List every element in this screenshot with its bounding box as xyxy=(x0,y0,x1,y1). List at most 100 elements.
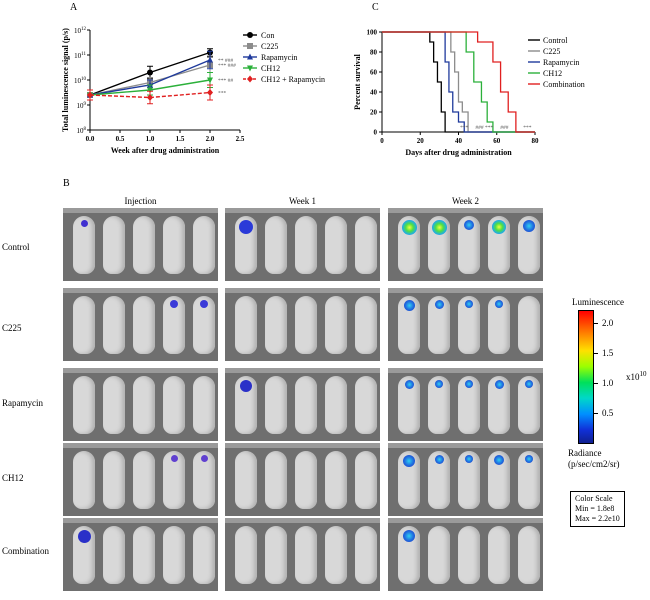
mouse-figure xyxy=(458,216,480,274)
luminescence-signal-spot xyxy=(523,220,535,232)
mouse-figure xyxy=(398,296,420,354)
mouse-figure xyxy=(295,451,317,509)
mouse-figure xyxy=(103,451,125,509)
survival-curve-1 xyxy=(382,31,535,133)
mouse-image-panel xyxy=(388,368,543,441)
mouse-figure xyxy=(428,451,450,509)
x-tick-label: 40 xyxy=(455,137,463,145)
y-tick-label: 0 xyxy=(374,129,378,137)
colorbar-unit: Radiance (p/sec/cm2/sr) xyxy=(568,448,619,470)
significance-annotation: ### xyxy=(475,125,484,131)
mouse-figure xyxy=(73,376,95,434)
mouse-figure xyxy=(458,296,480,354)
survival-curve-2 xyxy=(382,31,535,133)
y-axis-label: Total luminescence signal (p/s) xyxy=(61,28,70,132)
row-label-ch12: CH12 xyxy=(2,473,24,483)
luminescence-signal-spot xyxy=(465,455,473,463)
imaging-header-strip xyxy=(225,368,380,373)
mouse-image-panel xyxy=(388,288,543,361)
mouse-image-panel xyxy=(63,208,218,281)
mouse-figure xyxy=(103,376,125,434)
luminescence-signal-spot xyxy=(435,380,443,388)
mouse-figure xyxy=(235,296,257,354)
legend-label: CH12 xyxy=(261,64,280,73)
colorbar-multiplier-base: x10 xyxy=(626,372,640,382)
imaging-header-strip xyxy=(63,368,218,373)
significance-annotation: *** xyxy=(218,91,227,97)
legend-marker xyxy=(247,53,253,60)
mouse-figure xyxy=(265,376,287,434)
mouse-image-panel xyxy=(225,368,380,441)
x-tick-label: 2.0 xyxy=(206,135,215,143)
survival-curve-chart: 0 20 40 60 80 100 0 20 40 60 80 Days after drug adm… xyxy=(353,29,585,158)
mouse-figure xyxy=(355,376,377,434)
luminescence-signal-spot xyxy=(401,220,417,235)
y-tick-label: 40 xyxy=(370,89,378,97)
panel-label-c: C xyxy=(372,2,379,13)
legend-label: CH12 + Rapamycin xyxy=(261,75,325,84)
imaging-header-strip xyxy=(225,518,380,523)
imaging-header-strip xyxy=(388,368,543,373)
y-tick-label: 109 xyxy=(77,102,87,110)
legend-marker xyxy=(247,65,253,72)
color-scale-title: Color Scale xyxy=(575,494,613,503)
colorbar-tick xyxy=(594,413,598,414)
mouse-figure xyxy=(428,526,450,584)
mouse-figure xyxy=(295,526,317,584)
mouse-figure xyxy=(488,376,510,434)
column-label-injection: Injection xyxy=(124,196,157,206)
legend-label: C225 xyxy=(543,47,560,56)
significance-annotation: ** ### xyxy=(218,58,233,64)
mouse-figure xyxy=(193,526,215,584)
mouse-figure xyxy=(398,526,420,584)
imaging-header-strip xyxy=(225,288,380,293)
mouse-figure xyxy=(163,526,185,584)
luminescence-signal-spot xyxy=(495,300,503,308)
x-tick-label: 0.0 xyxy=(86,135,95,143)
imaging-header-strip xyxy=(63,288,218,293)
luminescence-signal-spot xyxy=(200,455,208,462)
mouse-figure xyxy=(235,451,257,509)
mouse-figure xyxy=(458,451,480,509)
imaging-header-strip xyxy=(225,443,380,448)
mouse-image-panel xyxy=(388,518,543,591)
mouse-figure xyxy=(355,296,377,354)
row-label-c225: C225 xyxy=(2,323,22,333)
row-label-rapamycin: Rapamycin xyxy=(2,398,43,408)
mouse-figure xyxy=(325,376,347,434)
luminescence-signal-spot xyxy=(464,220,474,230)
imaging-header-strip xyxy=(63,443,218,448)
luminescence-signal-spot xyxy=(404,380,414,389)
row-label-combination: Combination xyxy=(2,546,49,556)
significance-annotation: *** xyxy=(523,125,532,131)
color-scale-box: Color Scale Min = 1.8e8 Max = 2.2e10 xyxy=(570,491,625,527)
significance-annotation: ### xyxy=(500,125,509,131)
luminescence-signal-spot xyxy=(431,220,447,235)
colorbar-tick xyxy=(594,353,598,354)
data-point xyxy=(207,89,213,96)
luminescence-signal-spot xyxy=(525,380,533,388)
mouse-image-panel xyxy=(225,518,380,591)
legend-label: C225 xyxy=(261,42,278,51)
mouse-figure xyxy=(235,376,257,434)
mouse-figure xyxy=(265,216,287,274)
mouse-figure xyxy=(488,296,510,354)
legend-marker xyxy=(247,43,253,49)
mouse-figure xyxy=(163,451,185,509)
mouse-figure xyxy=(295,296,317,354)
colorbar-exponent: 10 xyxy=(639,370,647,378)
colorbar-gradient xyxy=(578,310,594,444)
mouse-figure xyxy=(133,216,155,274)
column-label-week-2: Week 2 xyxy=(451,196,479,206)
luminescence-signal-spot xyxy=(494,455,504,465)
luminescence-signal-spot xyxy=(494,380,504,389)
data-point xyxy=(87,91,93,99)
colorbar-tick-label: 1.0 xyxy=(602,378,614,388)
panel-label-b: B xyxy=(63,178,70,189)
x-tick-label: 1.5 xyxy=(176,135,185,143)
survival-curve-0 xyxy=(382,31,535,133)
significance-annotation: *** xyxy=(460,125,469,131)
mouse-figure xyxy=(103,296,125,354)
mouse-figure xyxy=(133,526,155,584)
mouse-figure xyxy=(265,296,287,354)
